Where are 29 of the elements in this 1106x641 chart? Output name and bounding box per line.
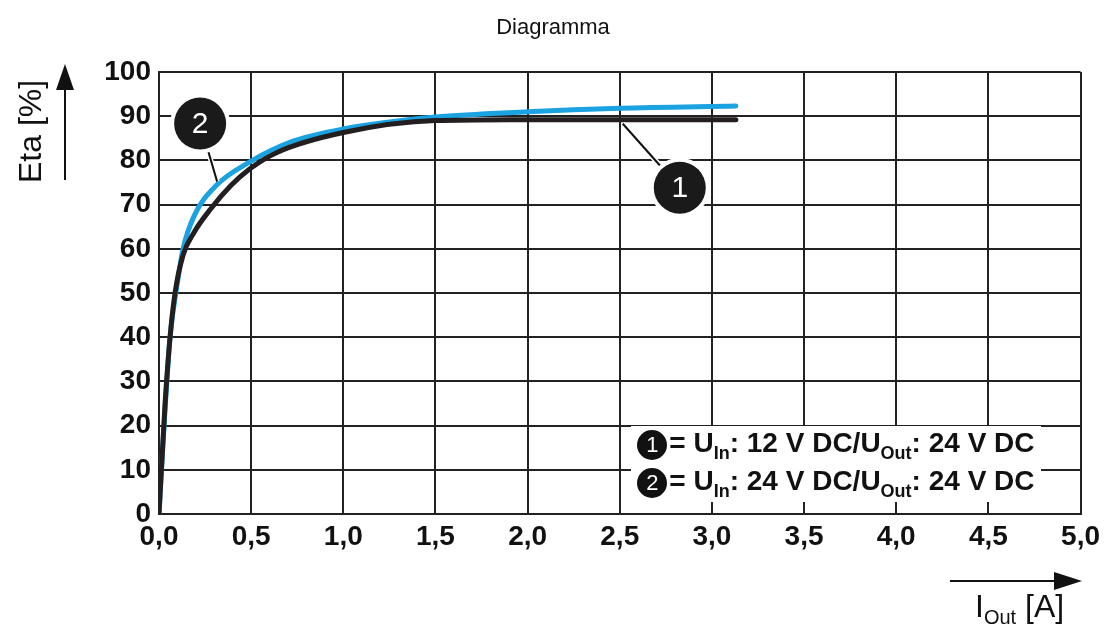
x-tick-label: 1,0 xyxy=(323,519,363,551)
x-axis-title: I$_{Out}$ [A] xyxy=(975,588,1065,630)
y-tick-label: 10 xyxy=(119,452,151,484)
y-tick-label: 50 xyxy=(119,275,151,307)
annotation: = U$_{In}$: 12 V DC/U$_{Out}$: 24 V DC xyxy=(669,426,1035,464)
y-tick-label: 30 xyxy=(119,364,151,396)
y-tick-label: 70 xyxy=(119,187,151,219)
x-tick-label: 1,5 xyxy=(415,519,455,551)
y-tick-label: 60 xyxy=(119,231,151,263)
x-tick-label: 4,5 xyxy=(968,519,1008,551)
x-tick-label: 2,0 xyxy=(508,519,548,551)
y-tick-label: 90 xyxy=(119,98,151,130)
text: 1 xyxy=(646,432,659,457)
chart-title: Diagramma xyxy=(495,14,611,40)
x-tick-label: 5,0 xyxy=(1061,519,1101,551)
y-tick-label: 80 xyxy=(119,143,151,175)
annotation: = U$_{In}$: 24 V DC/U$_{Out}$: 24 V DC xyxy=(669,464,1035,502)
y-axis-title: Eta [%] xyxy=(12,79,48,183)
y-tick-label: 40 xyxy=(119,319,151,351)
x-tick-label: 3,5 xyxy=(784,519,824,551)
x-tick-label: 3,0 xyxy=(692,519,732,551)
y-tick-label: 20 xyxy=(119,408,151,440)
text: 2 xyxy=(646,470,659,495)
x-tick-label: 2,5 xyxy=(600,519,640,551)
series-label: 1 xyxy=(671,170,689,203)
x-tick-label: 0,5 xyxy=(231,519,271,551)
x-tick-label: 4,0 xyxy=(876,519,916,551)
y-tick-label: 100 xyxy=(104,54,151,86)
series-label: 2 xyxy=(191,105,209,139)
